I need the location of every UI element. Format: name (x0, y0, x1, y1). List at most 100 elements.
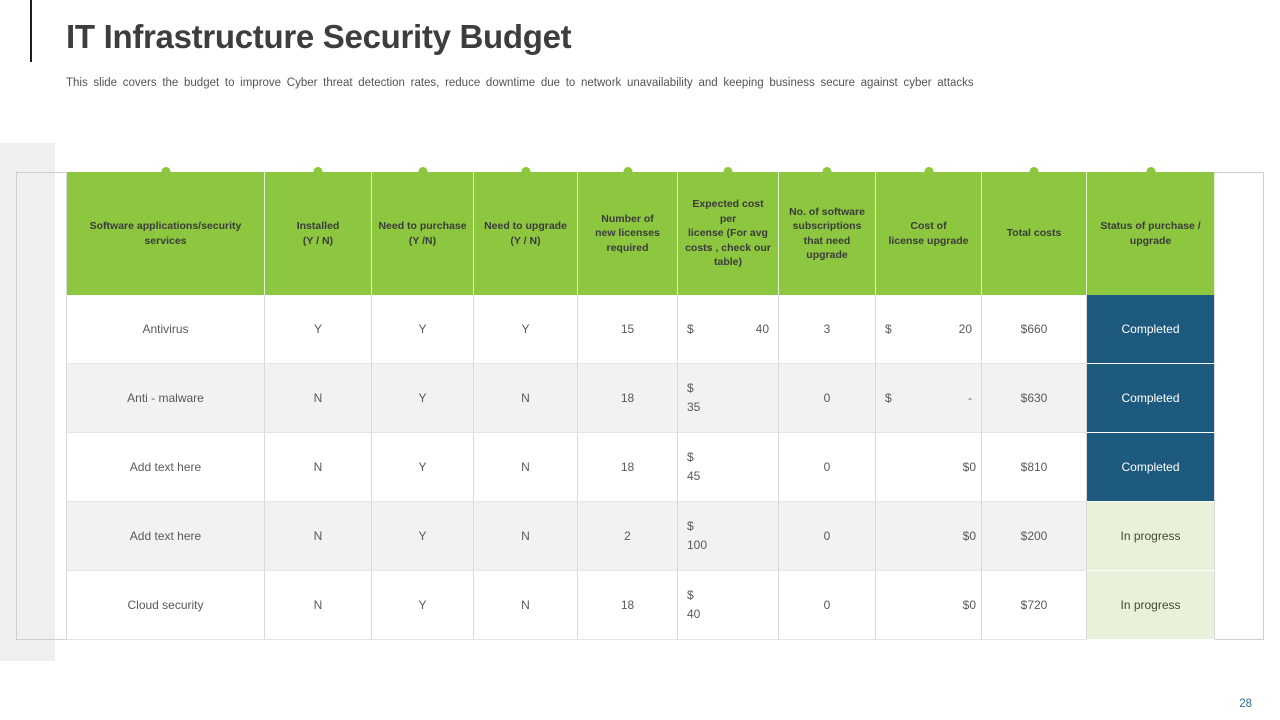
cell-subscriptions-upgrade: 0 (779, 364, 876, 433)
cell-installed: N (265, 571, 372, 640)
cell-need-purchase: Y (372, 571, 474, 640)
cell-licenses-required: 18 (578, 364, 678, 433)
cell-licenses-required: 18 (578, 433, 678, 502)
cell-total-costs: $810 (982, 433, 1087, 502)
cell-cost-per-license: $35 (678, 364, 779, 433)
cell-license-upgrade-cost: $0 (876, 571, 982, 640)
cell-installed: N (265, 364, 372, 433)
cell-license-upgrade-cost: $ - (876, 364, 982, 433)
cell-licenses-required: 18 (578, 571, 678, 640)
column-marker-dot (1029, 167, 1039, 176)
amount-value: 35 (687, 400, 701, 414)
currency-symbol: $ (885, 322, 892, 336)
column-marker-dot (822, 167, 832, 176)
cell-cost-per-license: $45 (678, 433, 779, 502)
currency-symbol: $ (687, 450, 694, 465)
column-header-label: Number of new licenses required (595, 212, 660, 254)
column-marker-dot (418, 167, 427, 176)
column-marker-dot (723, 167, 733, 176)
column-header-total-costs: Total costs (982, 167, 1087, 295)
cell-subscriptions-upgrade: 0 (779, 502, 876, 571)
cell-service: Cloud security (67, 571, 265, 640)
left-decoration-bar (0, 143, 55, 661)
status-badge: In progress (1087, 571, 1215, 640)
amount-value: 20 (958, 322, 972, 336)
cell-need-purchase: Y (372, 433, 474, 502)
currency-symbol: $ (687, 588, 694, 603)
column-header-label: Expected cost per license (For avg costs… (685, 198, 771, 269)
page-number: 28 (1239, 698, 1252, 710)
cell-total-costs: $720 (982, 571, 1087, 640)
cell-need-purchase: Y (372, 502, 474, 571)
column-marker-dot (1146, 167, 1155, 176)
amount-value: 40 (687, 607, 701, 621)
column-header-licenses: Number of new licenses required (578, 167, 678, 295)
cell-service: Add text here (67, 433, 265, 502)
cell-service: Antivirus (67, 295, 265, 364)
column-header-label: Need to purchase (Y /N) (378, 220, 467, 247)
column-header-need-upgrade: Need to upgrade (Y / N) (474, 167, 578, 295)
column-header-upgrade-cost: Cost of license upgrade (876, 167, 982, 295)
cell-installed: N (265, 502, 372, 571)
column-header-label: Installed (Y / N) (296, 220, 340, 247)
currency-symbol: $ (687, 322, 694, 336)
cell-licenses-required: 2 (578, 502, 678, 571)
column-header-label: Software applications/security services (89, 220, 242, 247)
column-header-status: Status of purchase / upgrade (1087, 167, 1215, 295)
amount-value: 100 (687, 538, 708, 552)
amount-value: 45 (687, 469, 701, 483)
column-header-label: Total costs (1006, 227, 1062, 240)
column-header-label: Need to upgrade (Y / N) (484, 220, 567, 247)
cell-cost-per-license: $40 (678, 571, 779, 640)
slide-title: IT Infrastructure Security Budget (66, 18, 572, 55)
slide-subtitle: This slide covers the budget to improve … (66, 77, 974, 89)
title-accent-line (30, 0, 32, 62)
cell-installed: N (265, 433, 372, 502)
status-badge: Completed (1087, 433, 1215, 502)
cell-need-purchase: Y (372, 364, 474, 433)
cell-license-upgrade-cost: $0 (876, 433, 982, 502)
column-header-subscriptions: No. of software subscriptions that need … (779, 167, 876, 295)
column-header-label: No. of software subscriptions that need … (789, 205, 865, 261)
cell-subscriptions-upgrade: 0 (779, 433, 876, 502)
cell-need-upgrade: N (474, 364, 578, 433)
security-budget-table: Software applications/security services I… (66, 167, 1215, 640)
cell-need-upgrade: Y (474, 295, 578, 364)
amount-value: - (968, 391, 972, 405)
cell-subscriptions-upgrade: 3 (779, 295, 876, 364)
cell-need-upgrade: N (474, 502, 578, 571)
cell-licenses-required: 15 (578, 295, 678, 364)
cell-license-upgrade-cost: $0 (876, 502, 982, 571)
cell-service: Add text here (67, 502, 265, 571)
status-badge: Completed (1087, 364, 1215, 433)
cell-subscriptions-upgrade: 0 (779, 571, 876, 640)
cell-total-costs: $660 (982, 295, 1087, 364)
column-marker-dot (161, 167, 170, 176)
currency-symbol: $ (885, 391, 892, 405)
status-badge: Completed (1087, 295, 1215, 364)
cell-total-costs: $200 (982, 502, 1087, 571)
cell-cost-per-license: $100 (678, 502, 779, 571)
cell-need-upgrade: N (474, 571, 578, 640)
column-header-need-purchase: Need to purchase (Y /N) (372, 167, 474, 295)
column-header-installed: Installed (Y / N) (265, 167, 372, 295)
cell-license-upgrade-cost: $20 (876, 295, 982, 364)
cell-service: Anti - malware (67, 364, 265, 433)
currency-symbol: $ (687, 381, 694, 396)
cell-need-purchase: Y (372, 295, 474, 364)
amount-value: 40 (755, 322, 769, 336)
status-badge: In progress (1087, 502, 1215, 571)
column-header-label: Cost of license upgrade (888, 220, 969, 247)
cell-total-costs: $630 (982, 364, 1087, 433)
column-marker-dot (521, 167, 530, 176)
column-header-label: Status of purchase / upgrade (1100, 220, 1201, 247)
column-marker-dot (623, 167, 632, 176)
column-marker-dot (924, 167, 933, 176)
cell-installed: Y (265, 295, 372, 364)
cell-cost-per-license: $40 (678, 295, 779, 364)
column-header-service: Software applications/security services (67, 167, 265, 295)
column-marker-dot (313, 167, 323, 176)
cell-need-upgrade: N (474, 433, 578, 502)
column-header-cost-per-license: Expected cost per license (For avg costs… (678, 167, 779, 295)
